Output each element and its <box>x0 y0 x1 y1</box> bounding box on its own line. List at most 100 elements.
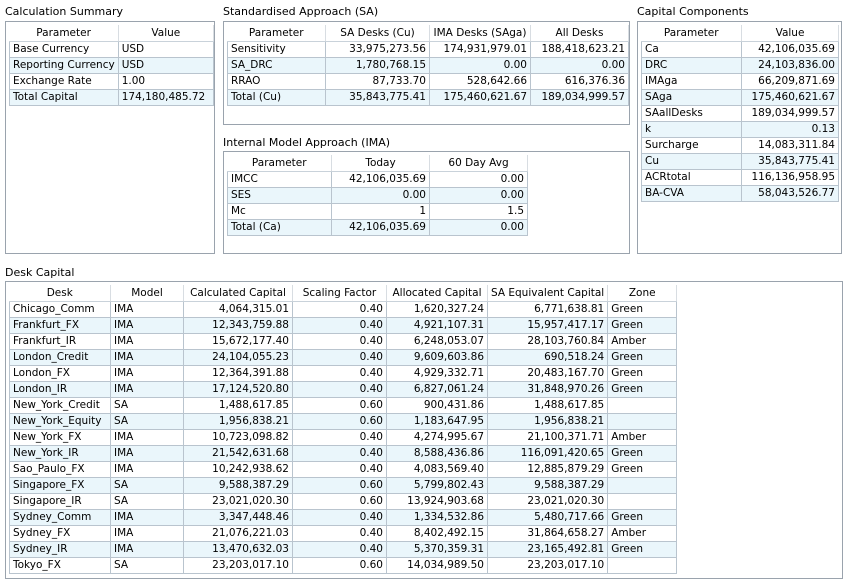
table-row[interactable]: Total (Cu) 35,843,775.41 175,460,621.67 189… <box>227 89 629 106</box>
table-row[interactable]: SAallDesks 189,034,999.57 <box>641 105 839 122</box>
table-row[interactable]: Total (Ca) 42,106,035.69 0.00 <box>227 219 528 236</box>
calc-summary-title: Calculation Summary <box>5 5 124 18</box>
table-row[interactable]: IMAga 66,209,871.69 <box>641 73 839 90</box>
allocated-capital-cell: 6,827,061.24 <box>386 381 488 398</box>
table-row[interactable]: New_York_Equity SA 1,956,838.21 0.60 1,183,6… <box>9 413 678 430</box>
allocated-capital-cell: 4,929,332.71 <box>386 365 488 382</box>
col-header-scaling-factor[interactable]: Scaling Factor <box>292 285 387 302</box>
table-row[interactable]: k 0.13 <box>641 121 839 138</box>
model-cell: IMA <box>110 509 184 526</box>
table-row[interactable]: Sao_Paulo_FX IMA 10,242,938.62 0.40 4,083,56… <box>9 461 678 478</box>
scaling-factor-cell: 0.40 <box>292 525 387 542</box>
desk-cell: Singapore_IR <box>9 493 111 510</box>
table-row[interactable]: BA-CVA 58,043,526.77 <box>641 185 839 202</box>
table-row[interactable]: DRC 24,103,836.00 <box>641 57 839 74</box>
col-header-allocated-capital[interactable]: Allocated Capital <box>386 285 488 302</box>
table-row[interactable]: Ca 42,106,035.69 <box>641 41 839 58</box>
scaling-factor-cell: 0.60 <box>292 477 387 494</box>
sa-table[interactable]: Parameter SA Desks (Cu) IMA Desks (SAga)… <box>227 25 629 106</box>
desk-cell: New_York_IR <box>9 445 111 462</box>
col-header-desk[interactable]: Desk <box>9 285 111 302</box>
model-cell: SA <box>110 413 184 430</box>
allocated-capital-cell: 5,799,802.43 <box>386 477 488 494</box>
table-row[interactable]: Base Currency USD <box>9 41 214 58</box>
sa-equivalent-capital-cell: 6,771,638.81 <box>486 301 609 318</box>
param-cell: ACRtotal <box>641 169 742 186</box>
sa-equivalent-capital-cell: 21,100,371.71 <box>486 429 609 446</box>
col-header-parameter[interactable]: Parameter <box>227 25 326 42</box>
col-header-parameter[interactable]: Parameter <box>9 25 119 42</box>
table-row[interactable]: Tokyo_FX SA 23,203,017.10 0.60 14,034,989.50… <box>9 557 678 574</box>
desk-cell: Sydney_IR <box>9 541 111 558</box>
col-header-parameter[interactable]: Parameter <box>227 155 332 172</box>
param-cell: Sensitivity <box>227 41 326 58</box>
table-row[interactable]: London_IR IMA 17,124,520.80 0.40 6,827,061.2… <box>9 381 678 398</box>
col-header-ima-desks[interactable]: IMA Desks (SAga) <box>429 25 531 42</box>
calculated-capital-cell: 24,104,055.23 <box>183 349 293 366</box>
desk-cell: Singapore_FX <box>9 477 111 494</box>
table-row[interactable]: Frankfurt_IR IMA 15,672,177.40 0.40 6,248,05… <box>9 333 678 350</box>
table-row[interactable]: Sydney_FX IMA 21,076,221.03 0.40 8,402,492.1… <box>9 525 678 542</box>
table-row[interactable]: Cu 35,843,775.41 <box>641 153 839 170</box>
table-row[interactable]: New_York_Credit SA 1,488,617.85 0.60 900,431… <box>9 397 678 414</box>
table-row[interactable]: Exchange Rate 1.00 <box>9 73 214 90</box>
zone-cell: Green <box>607 301 678 318</box>
col-header-all-desks[interactable]: All Desks <box>530 25 629 42</box>
table-row[interactable]: Total Capital 174,180,485.72 <box>9 89 214 106</box>
param-cell: BA-CVA <box>641 185 742 202</box>
table-row[interactable]: London_FX IMA 12,364,391.88 0.40 4,929,332.7… <box>9 365 678 382</box>
table-row[interactable]: Mc 1 1.5 <box>227 203 528 220</box>
col-header-sa-equivalent-capital[interactable]: SA Equivalent Capital <box>487 285 609 302</box>
col-header-value[interactable]: Value <box>741 25 839 42</box>
table-row[interactable]: Singapore_FX SA 9,588,387.29 0.60 5,799,802.… <box>9 477 678 494</box>
allocated-capital-cell: 1,620,327.24 <box>386 301 488 318</box>
zone-cell <box>607 493 678 510</box>
table-row[interactable]: New_York_FX IMA 10,723,098.82 0.40 4,274,995… <box>9 429 678 446</box>
table-row[interactable]: RRAO 87,733.70 528,642.66 616,376.36 <box>227 73 629 90</box>
desk-capital-panel: Desk Model Calculated Capital Scaling Fa… <box>5 281 843 579</box>
sa-equivalent-capital-cell: 690,518.24 <box>486 349 609 366</box>
table-row[interactable]: Surcharge 14,083,311.84 <box>641 137 839 154</box>
table-row[interactable]: Sydney_Comm IMA 3,347,448.46 0.40 1,334,532.… <box>9 509 678 526</box>
desk-cell: Tokyo_FX <box>9 557 111 574</box>
col-header-today[interactable]: Today <box>331 155 430 172</box>
zone-cell: Amber <box>607 333 678 350</box>
model-cell: SA <box>110 557 184 574</box>
desk-capital-table[interactable]: Desk Model Calculated Capital Scaling Fa… <box>9 285 678 574</box>
model-cell: SA <box>110 493 184 510</box>
allocated-capital-cell: 900,431.86 <box>386 397 488 414</box>
table-row[interactable]: Chicago_Comm IMA 4,064,315.01 0.40 1,620,327… <box>9 301 678 318</box>
allocated-capital-cell: 14,034,989.50 <box>386 557 488 574</box>
col-header-model[interactable]: Model <box>110 285 184 302</box>
table-row[interactable]: SES 0.00 0.00 <box>227 187 528 204</box>
ima-table[interactable]: Parameter Today 60 Day Avg IMCC 42,106,03… <box>227 155 528 236</box>
sa-equivalent-capital-cell: 23,021,020.30 <box>486 493 609 510</box>
scaling-factor-cell: 0.40 <box>292 349 387 366</box>
col-header-zone[interactable]: Zone <box>607 285 678 302</box>
table-row[interactable]: Reporting Currency USD <box>9 57 214 74</box>
zone-cell <box>607 397 678 414</box>
value-cell: 0.00 <box>530 57 629 74</box>
sa-equivalent-capital-cell: 23,203,017.10 <box>486 557 609 574</box>
col-header-calculated-capital[interactable]: Calculated Capital <box>183 285 293 302</box>
param-cell: Surcharge <box>641 137 742 154</box>
col-header-60-day-avg[interactable]: 60 Day Avg <box>429 155 528 172</box>
value-cell: 1,780,768.15 <box>325 57 430 74</box>
table-row[interactable]: Sensitivity 33,975,273.56 174,931,979.01 18… <box>227 41 629 58</box>
table-row[interactable]: Frankfurt_FX IMA 12,343,759.88 0.40 4,921,10… <box>9 317 678 334</box>
calc-summary-table[interactable]: Parameter Value Base Currency USD Reporti… <box>9 25 214 106</box>
table-row[interactable]: London_Credit IMA 24,104,055.23 0.40 9,609,6… <box>9 349 678 366</box>
table-row[interactable]: SA_DRC 1,780,768.15 0.00 0.00 <box>227 57 629 74</box>
table-row[interactable]: SAga 175,460,621.67 <box>641 89 839 106</box>
zone-cell <box>607 477 678 494</box>
col-header-sa-desks[interactable]: SA Desks (Cu) <box>325 25 430 42</box>
table-row[interactable]: Sydney_IR IMA 13,470,632.03 0.40 5,370,359.3… <box>9 541 678 558</box>
table-row[interactable]: Singapore_IR SA 23,021,020.30 0.60 13,924,90… <box>9 493 678 510</box>
table-row[interactable]: IMCC 42,106,035.69 0.00 <box>227 171 528 188</box>
table-row[interactable]: ACRtotal 116,136,958.95 <box>641 169 839 186</box>
table-row[interactable]: New_York_IR IMA 21,542,631.68 0.40 8,588,436… <box>9 445 678 462</box>
col-header-parameter[interactable]: Parameter <box>641 25 742 42</box>
capital-components-panel: Parameter Value Ca 42,106,035.69 DRC 24,10… <box>637 21 842 254</box>
col-header-value[interactable]: Value <box>118 25 214 42</box>
capital-components-table[interactable]: Parameter Value Ca 42,106,035.69 DRC 24,10… <box>641 25 839 202</box>
